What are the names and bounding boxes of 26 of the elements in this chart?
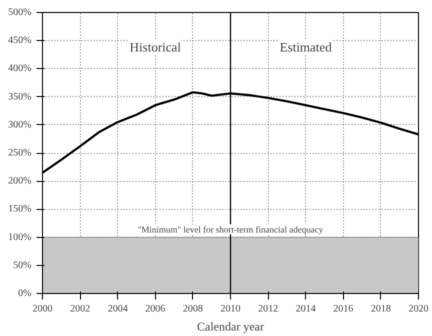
y-tick-label: 350%: [8, 91, 32, 102]
x-tick-label: 2012: [258, 304, 278, 314]
x-tick-label: 2000: [32, 304, 52, 314]
band-label: "Minimum" level for short-term financial adequacy: [138, 224, 324, 234]
x-tick-label: 2016: [333, 304, 354, 314]
y-tick-label: 450%: [8, 35, 32, 46]
y-tick-label: 50%: [13, 260, 32, 271]
x-tick-label: 2018: [370, 304, 391, 314]
x-axis-title: Calendar year: [197, 320, 264, 334]
x-tick-label: 2004: [108, 304, 128, 314]
annotation: Historical: [130, 40, 182, 55]
y-tick-label: 200%: [8, 176, 32, 187]
y-tick-label: 250%: [8, 148, 32, 158]
y-tick-label: 150%: [8, 204, 32, 215]
y-tick-label: 500%: [8, 7, 32, 18]
x-tick-label: 2020: [408, 304, 428, 314]
x-tick-label: 2010: [220, 304, 240, 314]
x-tick-label: 2006: [145, 304, 166, 314]
annotation: Estimated: [280, 40, 332, 55]
x-tick-label: 2002: [70, 304, 90, 314]
y-tick-label: 300%: [8, 119, 32, 130]
y-tick-label: 0%: [18, 288, 32, 299]
x-tick-label: 2014: [296, 304, 316, 314]
x-tick-label: 2008: [182, 304, 203, 314]
y-tick-label: 400%: [8, 63, 32, 74]
y-tick-label: 100%: [8, 232, 32, 243]
